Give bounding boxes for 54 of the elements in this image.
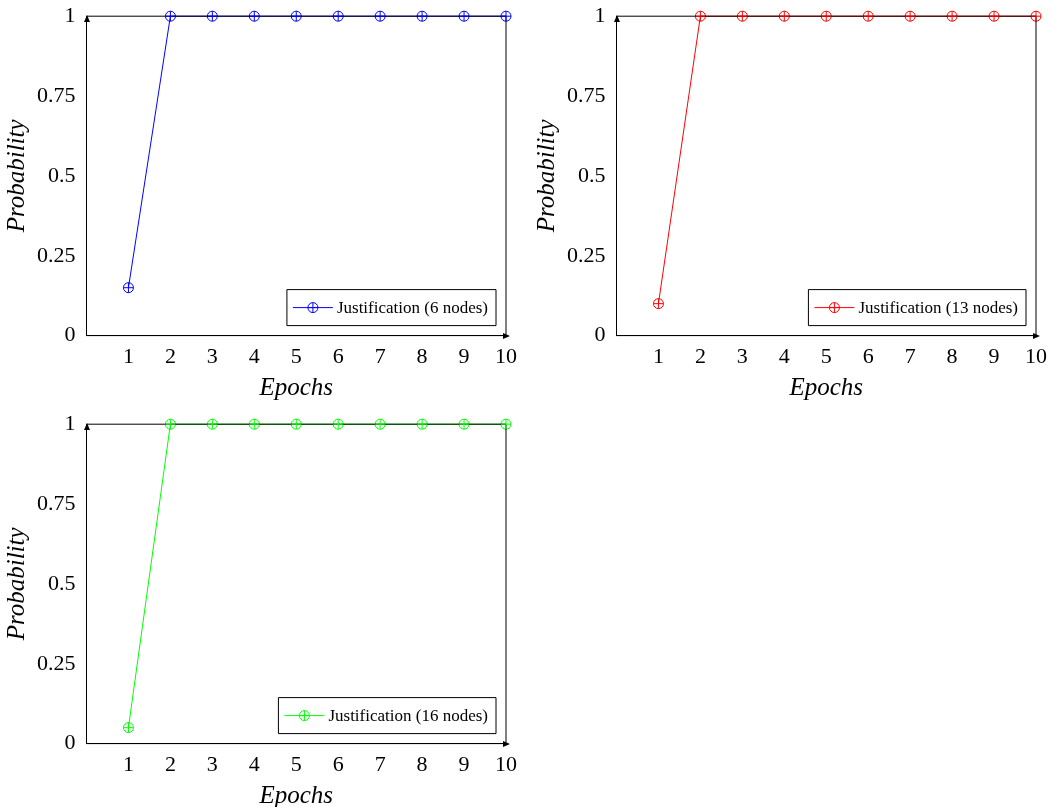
x-axis-title: Epochs xyxy=(788,372,864,400)
y-tick-label: 0 xyxy=(64,729,76,755)
x-tick-label: 9 xyxy=(988,342,1000,368)
x-tick-label: 4 xyxy=(248,750,260,776)
x-tick-label: 10 xyxy=(495,750,517,776)
x-tick-label: 3 xyxy=(736,342,748,368)
x-tick-label: 7 xyxy=(374,750,386,776)
y-tick-label: 0 xyxy=(64,321,76,347)
y-tick-label: 0.5 xyxy=(48,161,76,187)
x-tick-label: 1 xyxy=(652,342,664,368)
x-tick-label: 6 xyxy=(332,750,344,776)
x-tick-label: 5 xyxy=(820,342,832,368)
y-tick-label: 0.25 xyxy=(37,649,76,675)
x-tick-label: 7 xyxy=(374,342,386,368)
x-tick-label: 2 xyxy=(164,750,176,776)
y-tick-label: 0.75 xyxy=(37,489,76,515)
y-tick-label: 1 xyxy=(64,1,76,27)
x-tick-label: 7 xyxy=(904,342,916,368)
y-tick-label: 0 xyxy=(594,321,606,347)
x-axis-title: Epochs xyxy=(258,780,334,807)
x-tick-label: 2 xyxy=(164,342,176,368)
x-tick-label: 6 xyxy=(862,342,874,368)
x-tick-label: 3 xyxy=(206,750,218,776)
y-tick-label: 0.5 xyxy=(578,161,606,187)
x-tick-label: 9 xyxy=(458,750,470,776)
y-tick-label: 1 xyxy=(594,1,606,27)
x-tick-label: 10 xyxy=(1025,342,1047,368)
y-tick-label: 0.75 xyxy=(37,81,76,107)
x-tick-label: 4 xyxy=(778,342,790,368)
legend-label: Justification (13 nodes) xyxy=(858,298,1019,318)
x-tick-label: 8 xyxy=(946,342,958,368)
y-tick-label: 0.75 xyxy=(567,81,606,107)
y-tick-label: 0.25 xyxy=(37,241,76,267)
x-tick-label: 8 xyxy=(416,750,428,776)
x-tick-label: 1 xyxy=(122,750,134,776)
x-axis-title: Epochs xyxy=(258,372,334,400)
legend-label: Justification (6 nodes) xyxy=(336,298,489,318)
y-axis-title: Probability xyxy=(1,526,29,642)
x-tick-label: 9 xyxy=(458,342,470,368)
x-tick-label: 1 xyxy=(122,342,134,368)
x-tick-label: 10 xyxy=(495,342,517,368)
x-tick-label: 8 xyxy=(416,342,428,368)
y-tick-label: 1 xyxy=(64,409,76,435)
y-axis-title: Probability xyxy=(531,118,559,234)
x-tick-label: 5 xyxy=(290,342,302,368)
x-tick-label: 4 xyxy=(248,342,260,368)
y-axis-title: Probability xyxy=(1,118,29,234)
x-tick-label: 6 xyxy=(332,342,344,368)
legend-label: Justification (16 nodes) xyxy=(328,706,489,726)
x-tick-label: 5 xyxy=(290,750,302,776)
x-tick-label: 2 xyxy=(694,342,706,368)
y-tick-label: 0.25 xyxy=(567,241,606,267)
y-tick-label: 0.5 xyxy=(48,569,76,595)
x-tick-label: 3 xyxy=(206,342,218,368)
